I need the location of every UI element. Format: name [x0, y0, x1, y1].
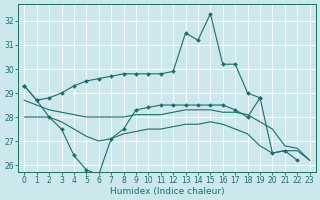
X-axis label: Humidex (Indice chaleur): Humidex (Indice chaleur) [110, 187, 224, 196]
